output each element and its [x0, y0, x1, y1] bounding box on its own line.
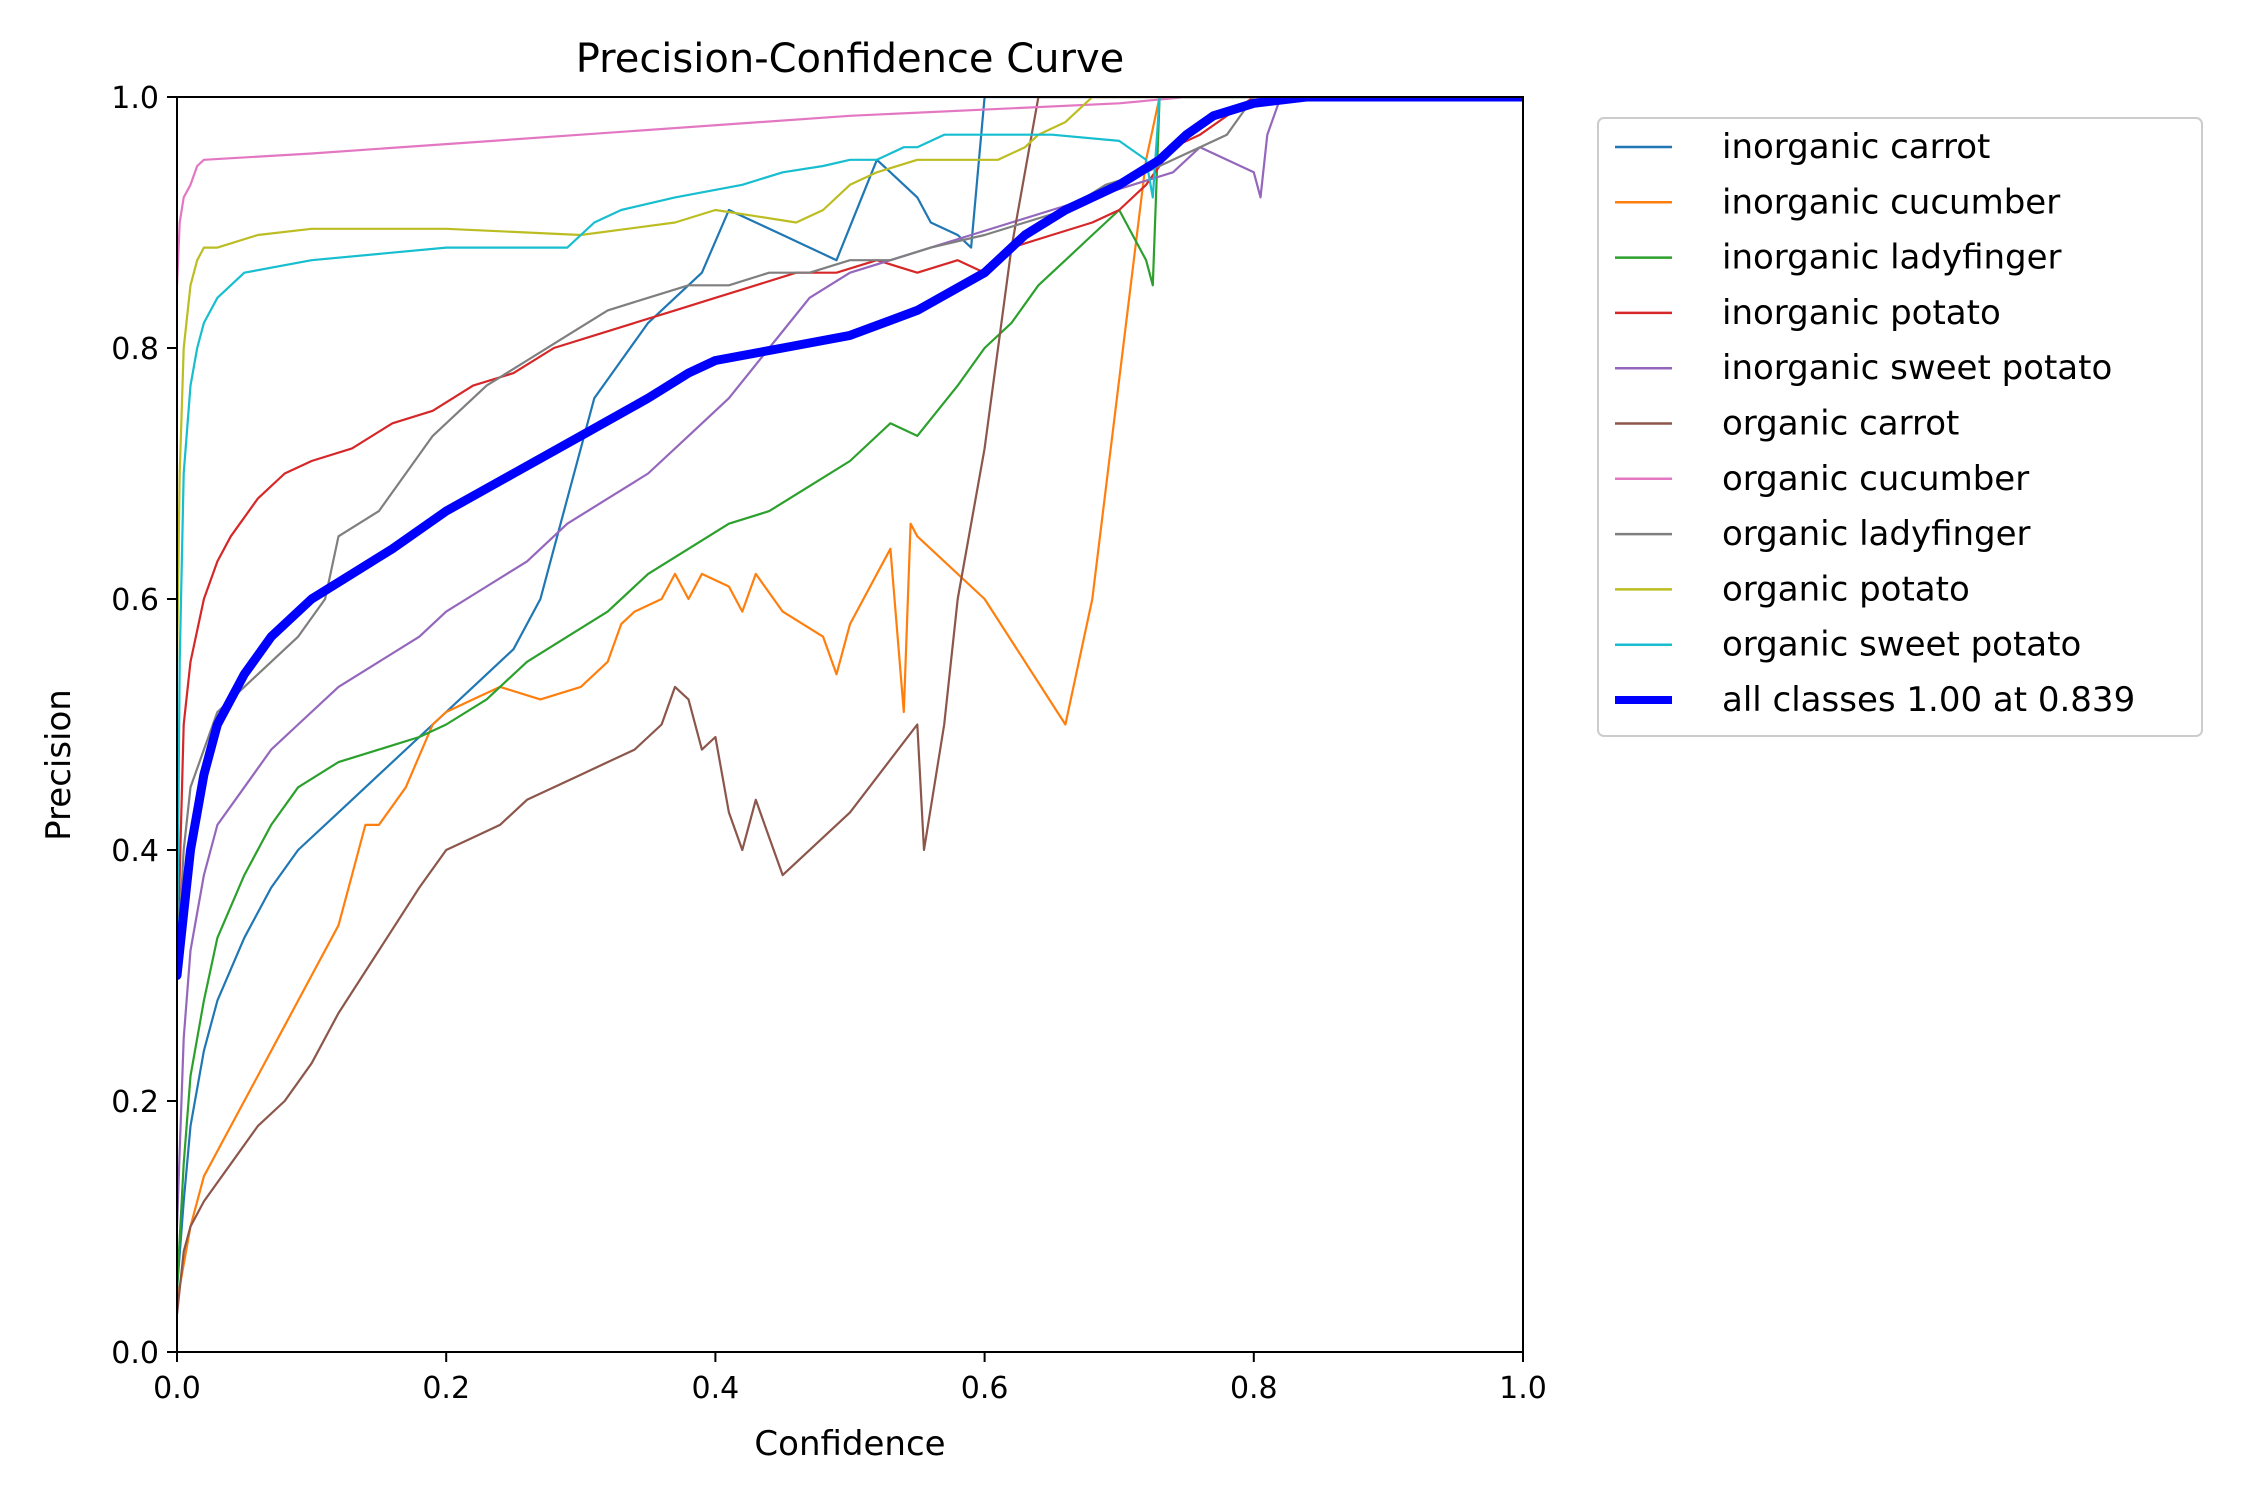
- y-tick-label: 0.8: [111, 332, 159, 367]
- legend-label: organic sweet potato: [1722, 625, 2081, 665]
- x-tick-label: 0.0: [153, 1371, 201, 1406]
- legend-label: inorganic cucumber: [1722, 182, 2060, 222]
- x-tick-label: 0.6: [961, 1371, 1009, 1406]
- legend-label: organic potato: [1722, 569, 1970, 609]
- series-lines: [176, 96, 1524, 1316]
- legend-label: organic ladyfinger: [1722, 514, 2031, 554]
- legend-entries: inorganic carrot inorganic cucumber inorga…: [1615, 127, 2135, 720]
- series-line-organic-potato: [176, 96, 1524, 663]
- y-tick-label: 0.2: [111, 1085, 159, 1120]
- y-tick-label: 0.6: [111, 583, 159, 618]
- legend-label: organic cucumber: [1722, 459, 2029, 499]
- legend: inorganic carrot inorganic cucumber inorga…: [1597, 117, 2203, 737]
- plot-frame: [176, 96, 1524, 1353]
- legend-label: all classes 1.00 at 0.839: [1722, 680, 2135, 720]
- legend-frame: [1597, 117, 2203, 737]
- series-line-all-classes-1-00-at-0-839: [176, 96, 1524, 980]
- legend-label: inorganic potato: [1722, 293, 2001, 333]
- x-tick-label: 0.8: [1230, 1371, 1278, 1406]
- legend-label: inorganic carrot: [1722, 127, 1990, 167]
- chart-title: Precision-Confidence Curve: [576, 36, 1125, 82]
- series-line-organic-carrot: [176, 96, 1524, 1316]
- y-tick-label: 0.4: [111, 834, 159, 869]
- y-axis-label: Precision: [39, 689, 79, 841]
- axis-ticks: 0.0 0.2 0.4 0.6 0.8 1.0 0.0 0.2 0.4 0.6 0.8 1.0: [111, 81, 1547, 1406]
- legend-label: inorganic ladyfinger: [1722, 238, 2062, 278]
- y-tick-label: 1.0: [111, 81, 159, 116]
- series-line-organic-sweet-potato: [176, 96, 1524, 977]
- series-line-inorganic-potato: [176, 96, 1524, 977]
- y-tick-label: 0.0: [111, 1336, 159, 1371]
- x-tick-label: 1.0: [1499, 1371, 1547, 1406]
- x-tick-label: 0.4: [692, 1371, 740, 1406]
- legend-label: inorganic sweet potato: [1722, 348, 2112, 388]
- series-line-organic-ladyfinger: [176, 96, 1524, 977]
- x-axis-label: Confidence: [754, 1424, 945, 1464]
- x-tick-label: 0.2: [422, 1371, 470, 1406]
- series-line-inorganic-carrot: [176, 96, 1524, 1291]
- legend-label: organic carrot: [1722, 404, 1959, 444]
